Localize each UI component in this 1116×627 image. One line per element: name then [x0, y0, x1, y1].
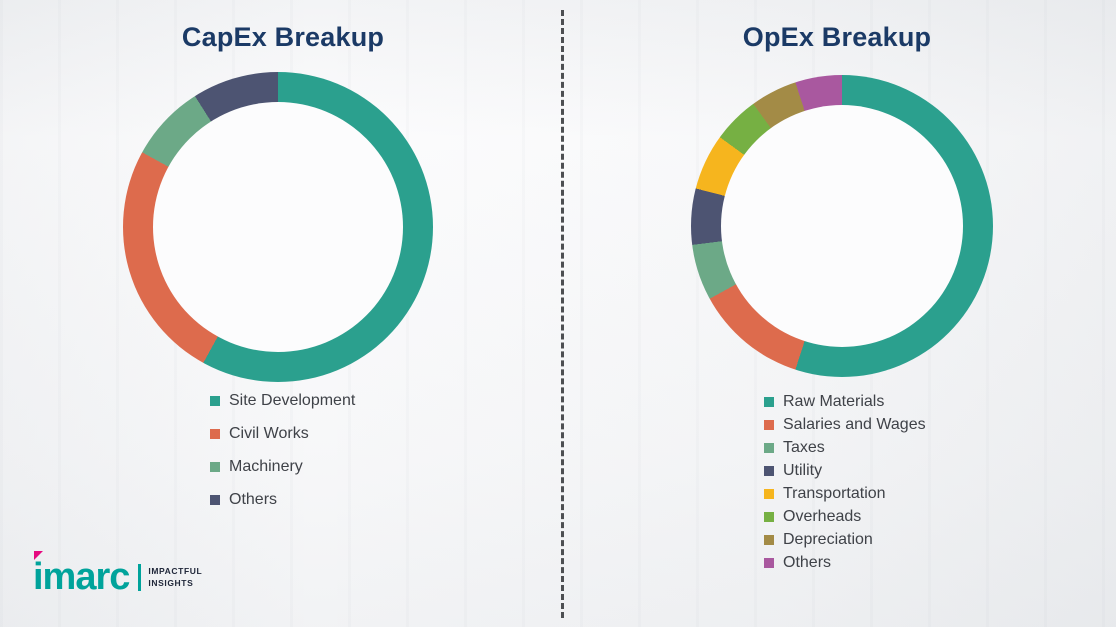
legend-bullet-icon	[764, 535, 774, 545]
legend-bullet-icon	[764, 420, 774, 430]
legend-bullet-icon	[764, 466, 774, 476]
legend-label: Taxes	[783, 439, 825, 456]
legend-bullet-icon	[210, 495, 220, 505]
legend-bullet-icon	[210, 462, 220, 472]
legend-item: Salaries and Wages	[764, 417, 926, 433]
legend-item: Civil Works	[210, 426, 355, 442]
legend-item: Depreciation	[764, 532, 926, 548]
opex-legend: Raw Materials Salaries and Wages Taxes Util…	[764, 394, 926, 571]
legend-label: Salaries and Wages	[783, 416, 926, 433]
legend-item: Utility	[764, 463, 926, 479]
legend-item: Taxes	[764, 440, 926, 456]
capex-legend: Site Development Civil Works Machinery Othe…	[210, 393, 355, 508]
legend-label: Overheads	[783, 508, 862, 525]
legend-item: Transportation	[764, 486, 926, 502]
legend-bullet-icon	[764, 443, 774, 453]
imarc-logo: imarc IMPACTFUL INSIGHTS	[33, 551, 202, 596]
legend-item: Overheads	[764, 509, 926, 525]
legend-label: Civil Works	[229, 425, 309, 442]
capex-title: CapEx Breakup	[181, 22, 385, 52]
legend-bullet-icon	[764, 558, 774, 568]
legend-bullet-icon	[764, 489, 774, 499]
imarc-tagline: IMPACTFUL INSIGHTS	[148, 565, 202, 590]
legend-bullet-icon	[210, 396, 220, 406]
imarc-pink-accent-icon	[34, 551, 43, 560]
opex-donut-chart	[691, 75, 993, 377]
legend-item: Raw Materials	[764, 394, 926, 410]
legend-label: Machinery	[229, 458, 303, 475]
legend-item: Others	[210, 492, 355, 508]
legend-label: Raw Materials	[783, 393, 885, 410]
legend-label: Site Development	[229, 392, 356, 409]
tagline-line-2: INSIGHTS	[148, 578, 194, 588]
legend-label: Depreciation	[783, 531, 873, 548]
legend-label: Utility	[783, 462, 823, 479]
opex-title: OpEx Breakup	[742, 22, 932, 52]
legend-bullet-icon	[764, 397, 774, 407]
legend-label: Transportation	[783, 485, 886, 502]
capex-donut-chart	[123, 72, 433, 382]
legend-bullet-icon	[764, 512, 774, 522]
legend-item: Site Development	[210, 393, 355, 409]
imarc-brand-text: imarc	[33, 551, 130, 596]
legend-label: Others	[229, 491, 278, 508]
logo-divider-bar	[138, 563, 142, 591]
legend-label: Others	[783, 554, 832, 571]
vertical-dashed-divider	[561, 10, 564, 618]
legend-bullet-icon	[210, 429, 220, 439]
legend-item: Machinery	[210, 459, 355, 475]
legend-item: Others	[764, 555, 926, 571]
tagline-line-1: IMPACTFUL	[148, 565, 203, 576]
